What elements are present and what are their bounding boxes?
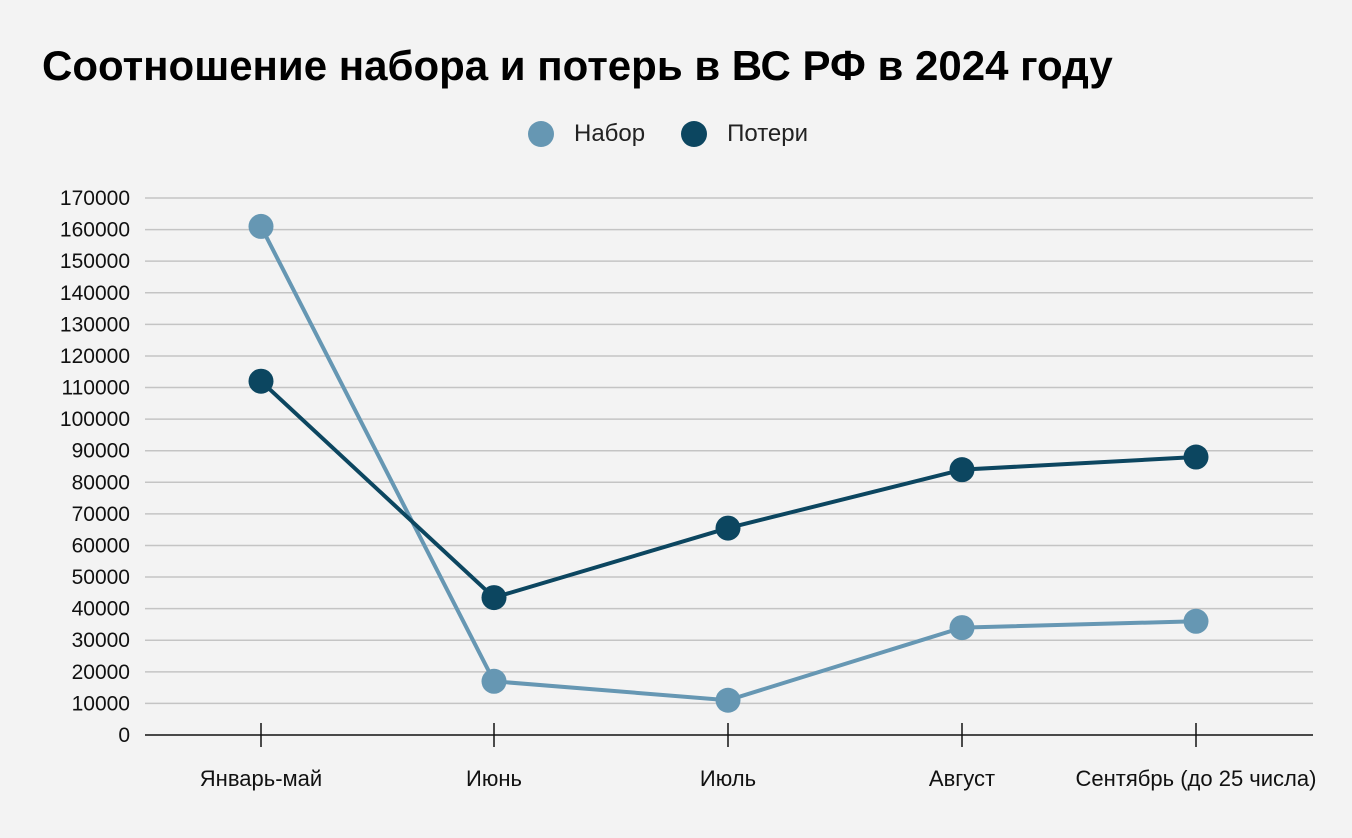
x-tick-label-0: Январь-май	[200, 766, 322, 791]
y-tick-label-70000: 70000	[72, 503, 130, 526]
legend-marker-nabor	[528, 121, 554, 147]
x-tick-label-3: Август	[929, 766, 995, 791]
data-point-0-2	[715, 687, 741, 713]
y-tick-label-30000: 30000	[72, 629, 130, 652]
data-point-1-2	[715, 515, 741, 541]
y-tick-label-170000: 170000	[60, 187, 130, 210]
legend-label-nabor: Набор	[574, 120, 646, 147]
y-tick-label-90000: 90000	[72, 440, 130, 463]
legend-marker-poteri	[681, 121, 708, 147]
chart-title: Соотношение набора и потерь в ВС РФ в 20…	[42, 42, 1113, 89]
y-tick-label-50000: 50000	[72, 566, 130, 589]
x-tick-label-2: Июль	[700, 766, 756, 791]
y-tick-label-150000: 150000	[60, 250, 130, 273]
data-point-1-1	[481, 585, 507, 611]
y-tick-label-80000: 80000	[72, 471, 130, 494]
legend-item-poteri[interactable]: Потери	[681, 120, 808, 148]
y-tick-label-120000: 120000	[60, 345, 130, 368]
y-tick-label-160000: 160000	[60, 219, 130, 242]
data-point-0-1	[481, 668, 507, 694]
series-line-1	[259, 379, 1197, 600]
data-point-0-3	[949, 615, 975, 641]
y-tick-label-100000: 100000	[60, 408, 130, 431]
legend: Набор Потери	[528, 120, 844, 148]
y-tick-label-140000: 140000	[60, 282, 130, 305]
y-tick-label-10000: 10000	[72, 692, 130, 715]
data-point-0-4	[1183, 608, 1209, 634]
y-tick-label-130000: 130000	[60, 313, 130, 336]
legend-item-nabor[interactable]: Набор	[528, 120, 645, 148]
y-tick-label-40000: 40000	[72, 598, 130, 621]
data-point-1-4	[1183, 444, 1209, 470]
y-tick-label-20000: 20000	[72, 661, 130, 684]
x-tick-label-1: Июнь	[466, 766, 522, 791]
x-tick-label-4: Сентябрь (до 25 числа)	[1076, 766, 1317, 791]
y-tick-label-60000: 60000	[72, 534, 130, 557]
data-point-1-0	[248, 368, 274, 394]
data-point-1-3	[949, 457, 975, 483]
legend-label-poteri: Потери	[727, 120, 809, 147]
data-point-0-0	[248, 213, 274, 239]
y-tick-label-0: 0	[118, 724, 130, 747]
y-tick-label-110000: 110000	[61, 377, 130, 400]
